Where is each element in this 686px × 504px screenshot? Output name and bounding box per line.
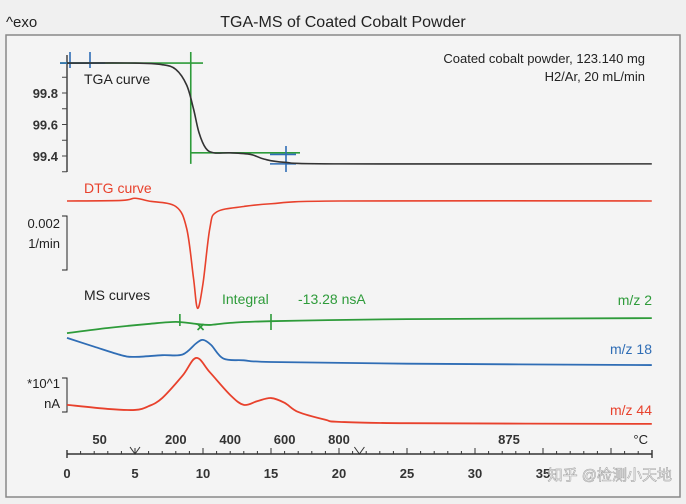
- time-tick-label: 25: [400, 466, 414, 481]
- plot-frame: [5, 34, 681, 498]
- tga-label: TGA curve: [84, 71, 150, 87]
- dtg-scale-bar: [62, 215, 68, 271]
- segment-marker: [353, 446, 365, 455]
- integral-limits: [179, 314, 272, 331]
- time-tick-label: 20: [332, 466, 346, 481]
- integral-label: Integral: [222, 291, 269, 307]
- ms-curve-mz2: [66, 317, 652, 334]
- temperature-label: 600: [274, 432, 296, 447]
- tga-y-tick-label: 99.8: [33, 86, 58, 101]
- time-tick-label: 35: [536, 466, 550, 481]
- tga-y-tick-label: 99.6: [33, 118, 58, 133]
- exo-label: ^exo: [6, 14, 37, 31]
- time-tick-label: 10: [196, 466, 210, 481]
- dtg-label: DTG curve: [84, 180, 152, 196]
- ms-scale-value: *10^1: [27, 376, 60, 391]
- time-tick-label: 0: [63, 466, 70, 481]
- tga-y-tick-label: 99.4: [33, 149, 59, 164]
- ms-label: MS curves: [84, 287, 150, 303]
- time-tick-label: 15: [264, 466, 278, 481]
- tga-curve: [66, 62, 652, 165]
- series-label-mz18: m/z 18: [610, 341, 652, 357]
- annotation-line-2: H2/Ar, 20 mL/min: [545, 69, 645, 84]
- dtg-scale-unit: 1/min: [28, 236, 60, 251]
- ms-scale-unit: nA: [44, 396, 60, 411]
- temperature-label: 50: [92, 432, 106, 447]
- ms-curve-mz18: [66, 337, 652, 366]
- temperature-unit: °C: [633, 432, 648, 447]
- series-label-mz44: m/z 44: [610, 402, 652, 418]
- segment-marker: [129, 446, 141, 455]
- annotation-line-1: Coated cobalt powder, 123.140 mg: [443, 51, 645, 66]
- temperature-label: 200: [165, 432, 187, 447]
- temperature-label: 800: [328, 432, 350, 447]
- ms-curve-mz44: [66, 357, 652, 425]
- ms-scale-bar: [62, 377, 68, 413]
- series-label-mz2: m/z 2: [618, 292, 652, 308]
- time-tick-label: 5: [131, 466, 138, 481]
- dtg-scale-value: 0.002: [27, 216, 60, 231]
- integral-value: -13.28 nsA: [298, 291, 366, 307]
- time-tick-label: 30: [468, 466, 482, 481]
- temperature-label: 400: [219, 432, 241, 447]
- watermark: 知乎 @检测小天地: [548, 467, 672, 484]
- dtg-curve: [66, 197, 652, 310]
- temperature-label: 875: [498, 432, 520, 447]
- chart-title: TGA-MS of Coated Cobalt Powder: [220, 14, 466, 31]
